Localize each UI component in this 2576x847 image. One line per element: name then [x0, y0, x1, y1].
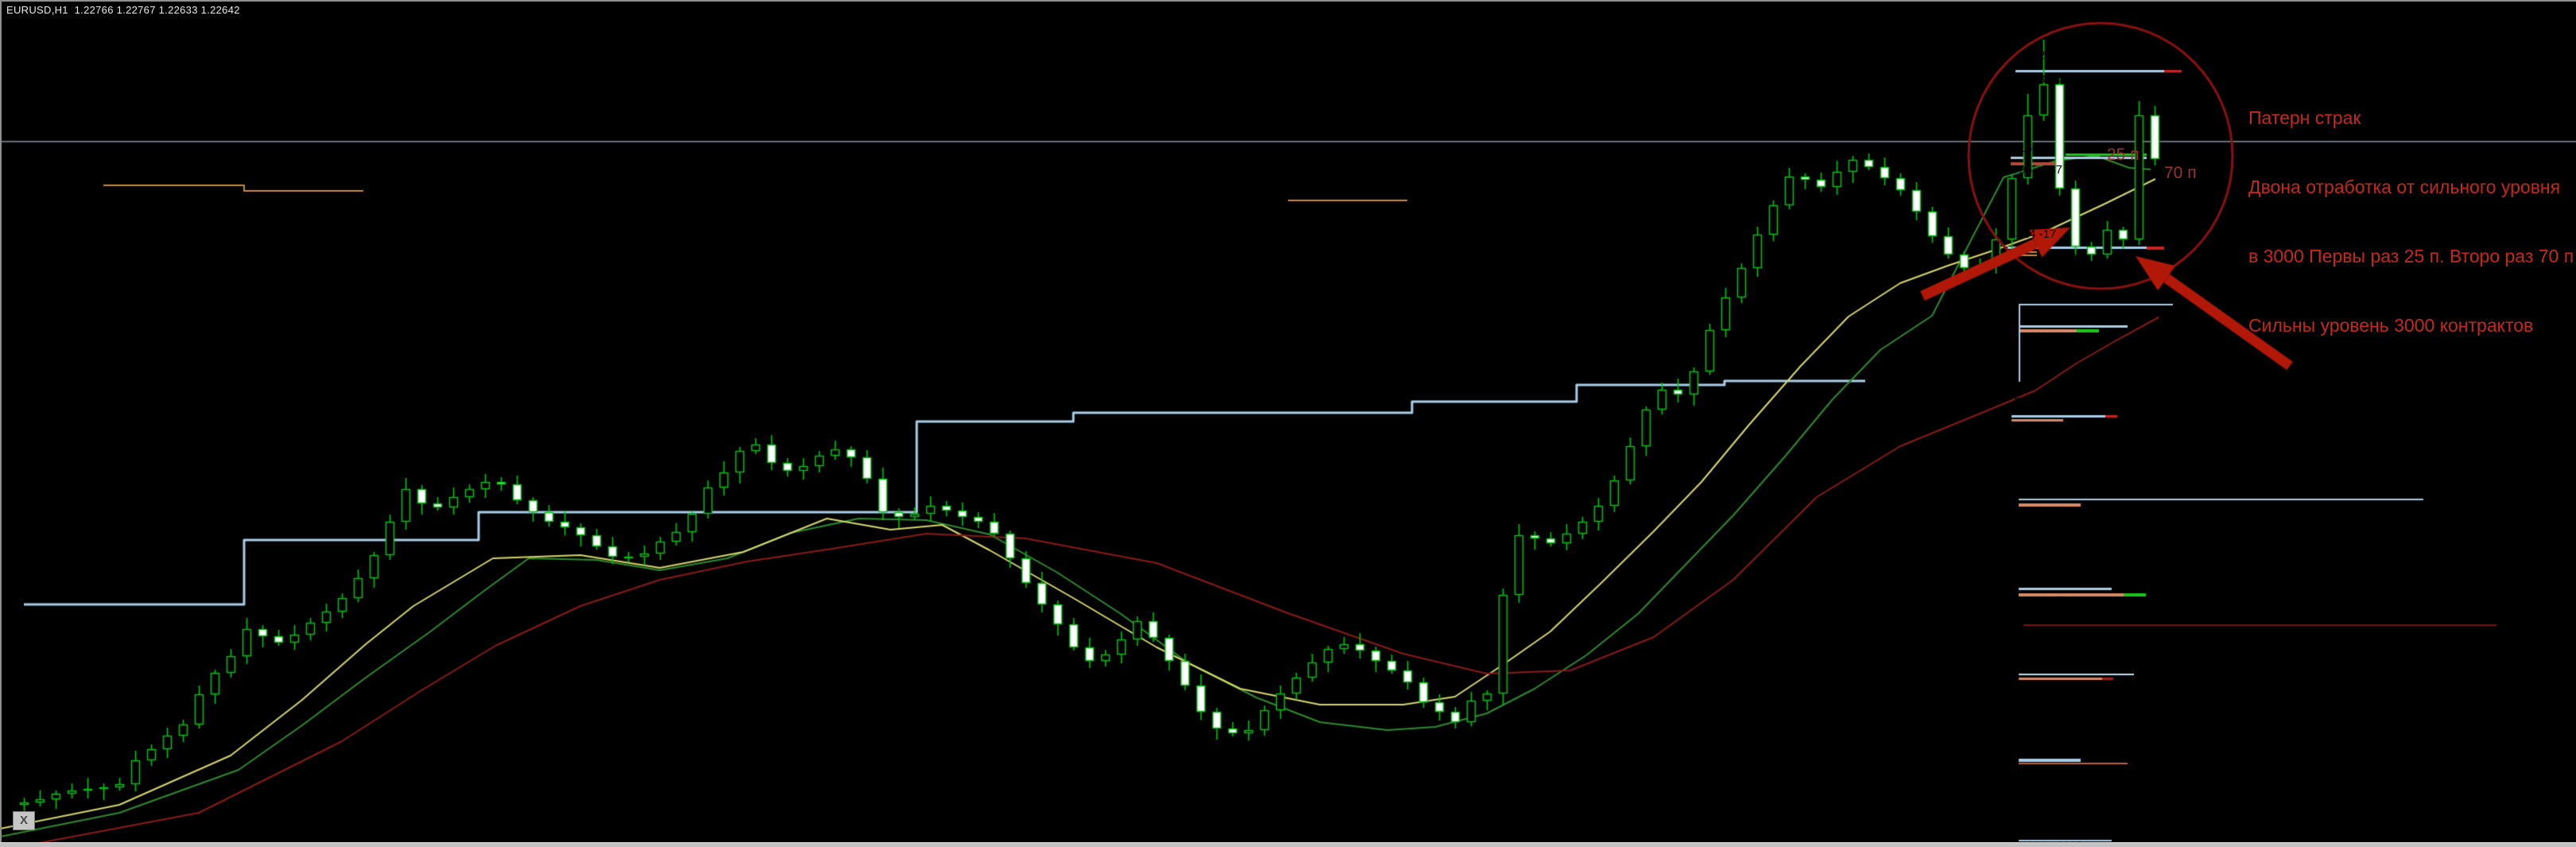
- level-delta: 2827 -203: [2020, 679, 2074, 693]
- level-value: 2164 -2: [2012, 142, 2053, 155]
- horizontal-scrollbar[interactable]: [0, 842, 2576, 847]
- level-value: 5553 +1: [2020, 479, 2064, 492]
- pips-label-25: 25 п: [2107, 146, 2140, 164]
- level-value: 1964: [2020, 740, 2047, 753]
- level-value: 2032 -237: [2019, 49, 2073, 62]
- annotation-note-line: Патерн страк: [2248, 107, 2361, 128]
- object-close-button[interactable]: X: [13, 811, 35, 830]
- level-value: 3098: [2020, 822, 2047, 836]
- level-delta: 1752 +36: [2014, 420, 2064, 433]
- window-top-border: [0, 0, 2576, 2]
- level-delta: 3313 +786: [2020, 594, 2077, 608]
- level-value: 3314 -17: [2009, 227, 2057, 241]
- annotation-note-line: Двона отработка от сильного уровня: [2248, 177, 2561, 197]
- chart-title: EURUSD,H1 1.22766 1.22767 1.22633 1.2264…: [6, 4, 240, 16]
- level-delta: +26: [2058, 251, 2079, 265]
- level-delta: 1392 +847: [2022, 330, 2079, 344]
- level-value: 2863 -10: [2020, 568, 2068, 581]
- level-value: 3293 -183: [2014, 395, 2068, 409]
- level-delta: 2052 -3: [2020, 504, 2061, 518]
- pips-label-70: 70 п: [2164, 164, 2197, 182]
- level-delta: 1213 +100: [2019, 72, 2076, 86]
- annotation-note-line: в 3000 Первы раз 25 п. Второ раз 70 п: [2248, 246, 2574, 266]
- level-value: 4074 -11: [2022, 305, 2069, 319]
- annotation-note-line: Сильны уровень 3000 контрактов: [2248, 315, 2534, 336]
- window-left-border: [0, 0, 2, 847]
- level-delta: 796 +787: [2012, 163, 2062, 177]
- annotation-note: Патерн страк Двона отработка от сильного…: [2248, 60, 2574, 383]
- level-delta: 2737 -98: [2020, 764, 2068, 778]
- level-value: 3498 +58: [2020, 655, 2070, 669]
